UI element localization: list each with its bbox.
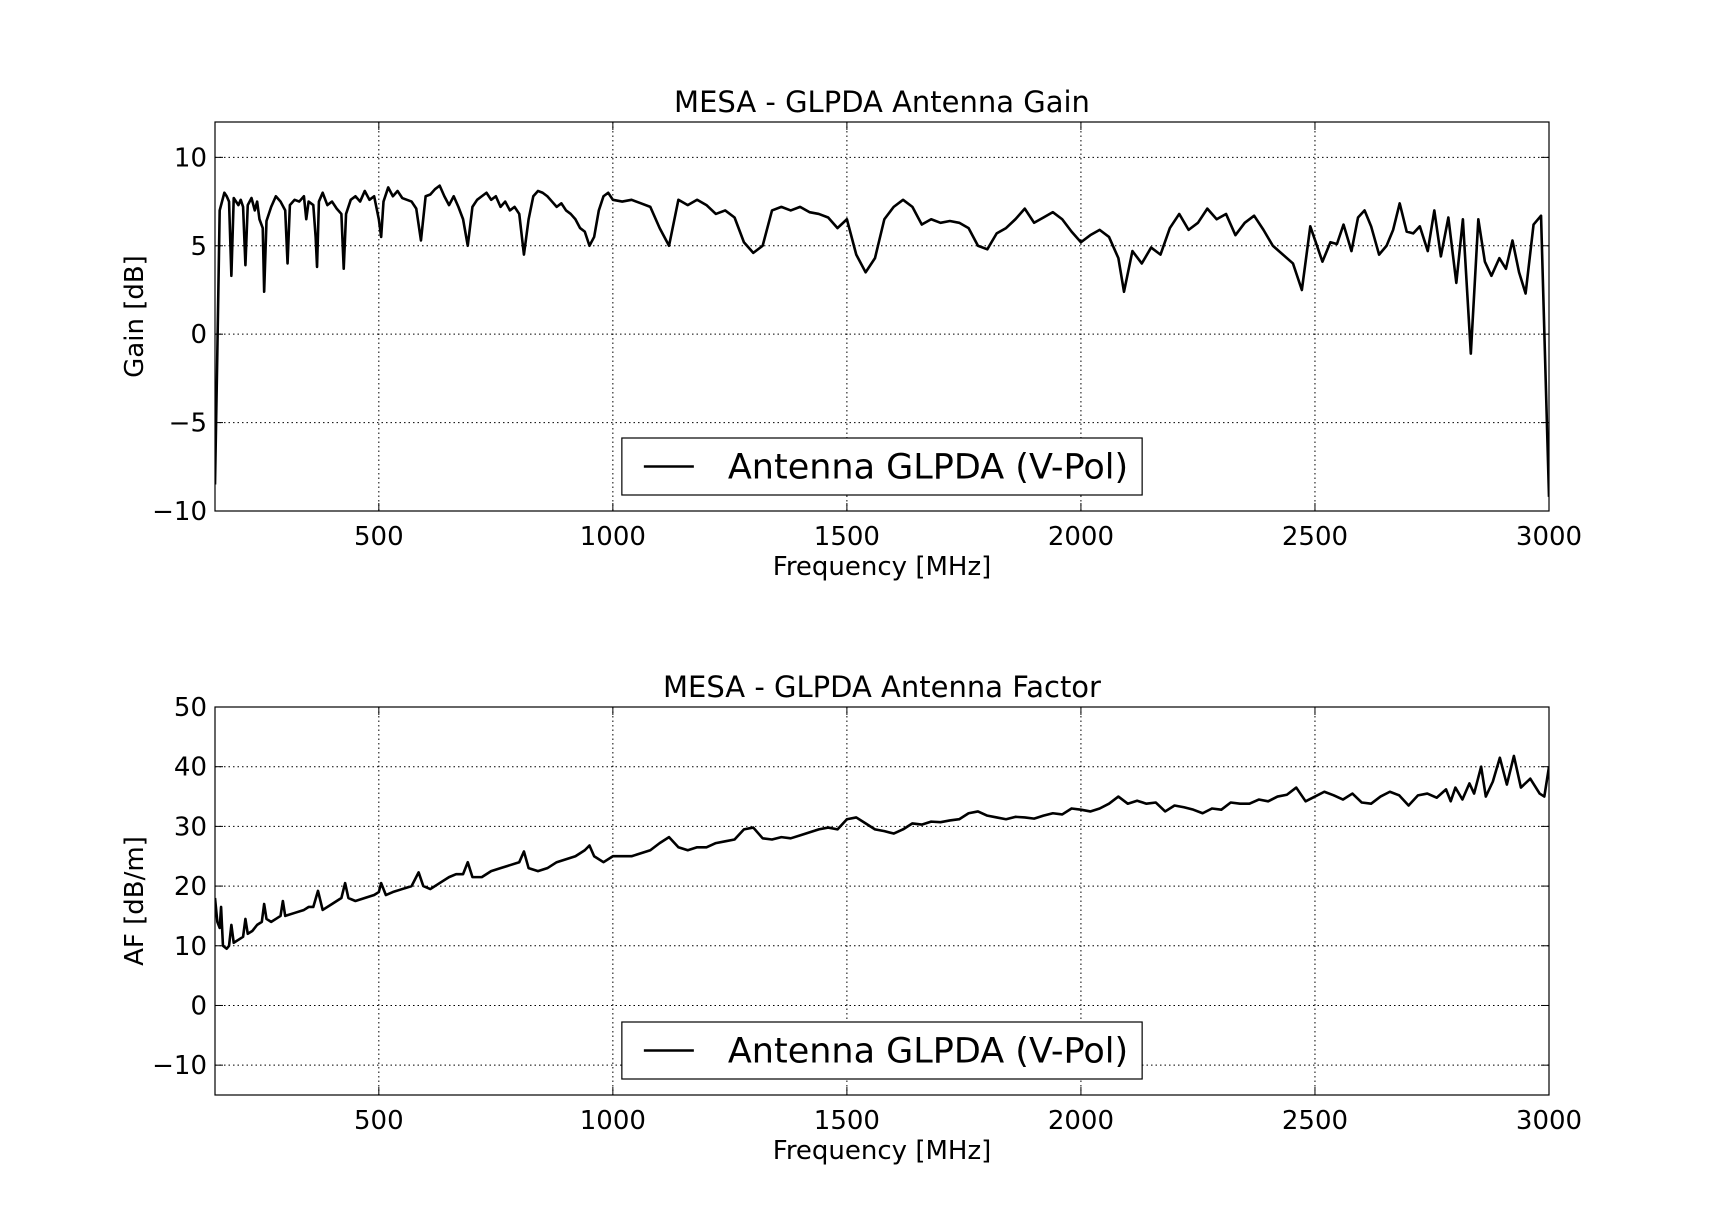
y-tick-label: 10 xyxy=(174,143,207,173)
legend-label: Antenna GLPDA (V-Pol) xyxy=(728,448,1128,488)
x-tick-label: 2500 xyxy=(1282,522,1348,552)
chart-title: MESA - GLPDA Antenna Factor xyxy=(663,670,1101,704)
y-tick-label: 30 xyxy=(174,812,207,842)
data-line xyxy=(215,754,1549,951)
x-tick-label: 1000 xyxy=(580,1106,646,1136)
y-tick-label: 20 xyxy=(174,872,207,902)
x-tick-label: 1500 xyxy=(814,522,880,552)
y-tick-label: 50 xyxy=(174,693,207,723)
y-tick-label: 10 xyxy=(174,932,207,962)
legend-label: Antenna GLPDA (V-Pol) xyxy=(728,1032,1128,1072)
y-tick-label: 0 xyxy=(190,991,207,1021)
y-axis-label: Gain [dB] xyxy=(120,255,150,378)
x-tick-label: 2000 xyxy=(1048,522,1114,552)
y-tick-label: 0 xyxy=(190,320,207,350)
y-tick-label: 40 xyxy=(174,753,207,783)
x-axis-label: Frequency [MHz] xyxy=(773,1136,992,1166)
y-tick-label: 5 xyxy=(190,232,207,262)
legend-box xyxy=(621,437,1143,496)
data-line xyxy=(215,184,1549,497)
y-tick-label: −10 xyxy=(152,497,207,527)
x-tick-label: 3000 xyxy=(1516,1106,1582,1136)
x-tick-label: 2500 xyxy=(1282,1106,1348,1136)
y-tick-label: −10 xyxy=(152,1051,207,1081)
legend-box xyxy=(621,1021,1143,1080)
plot-frame xyxy=(214,121,1550,512)
x-tick-label: 500 xyxy=(354,522,404,552)
x-tick-label: 1500 xyxy=(814,1106,880,1136)
y-axis-label: AF [dB/m] xyxy=(120,836,150,966)
y-tick-label: −5 xyxy=(169,409,207,439)
x-tick-label: 3000 xyxy=(1516,522,1582,552)
x-tick-label: 2000 xyxy=(1048,1106,1114,1136)
plot-frame xyxy=(214,706,1550,1096)
x-tick-label: 1000 xyxy=(580,522,646,552)
chart-title: MESA - GLPDA Antenna Gain xyxy=(674,85,1090,119)
x-axis-label: Frequency [MHz] xyxy=(773,552,992,582)
x-tick-label: 500 xyxy=(354,1106,404,1136)
